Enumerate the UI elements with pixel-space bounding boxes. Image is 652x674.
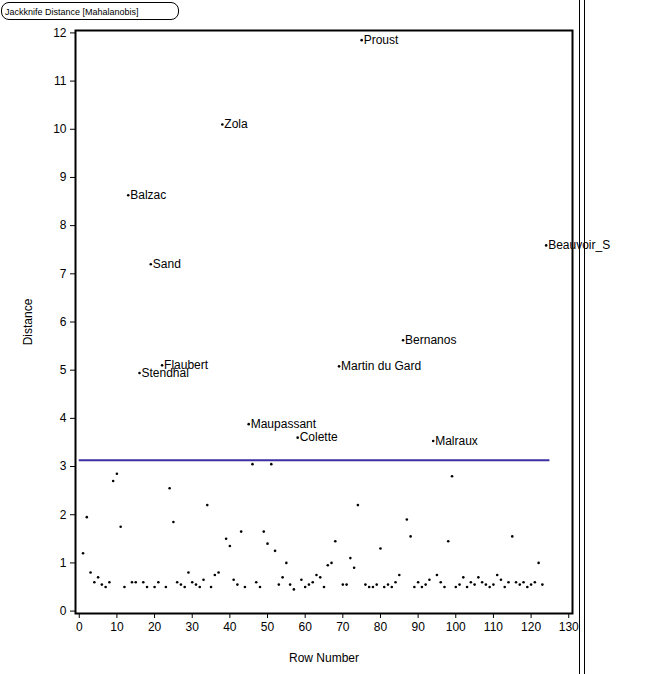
svg-text:30: 30 (186, 620, 200, 634)
svg-text:9: 9 (60, 170, 67, 184)
svg-text:Malraux: Malraux (435, 434, 478, 448)
svg-text:6: 6 (60, 315, 67, 329)
svg-text:11: 11 (54, 74, 67, 88)
svg-text:0: 0 (76, 620, 83, 634)
svg-text:90: 90 (411, 620, 425, 634)
svg-text:4: 4 (60, 411, 67, 425)
svg-text:Sand: Sand (153, 257, 181, 271)
svg-text:7: 7 (60, 267, 67, 281)
svg-text:Row Number: Row Number (289, 651, 359, 665)
html-text:Jackknife Distance [Mahalanobi: Jackknife Distance [Mahalanobis] (5, 7, 139, 17)
svg-text:2: 2 (60, 508, 67, 522)
svg-text:10: 10 (110, 620, 124, 634)
svg-text:8: 8 (60, 218, 67, 232)
svg-text:Bernanos: Bernanos (405, 333, 456, 347)
svg-text:80: 80 (374, 620, 388, 634)
svg-text:3: 3 (60, 459, 67, 473)
svg-text:12: 12 (53, 26, 67, 40)
svg-text:Distance: Distance (21, 298, 35, 345)
svg-text:5: 5 (60, 363, 67, 377)
svg-text:20: 20 (148, 620, 162, 634)
svg-text:40: 40 (223, 620, 237, 634)
svg-text:Proust: Proust (364, 33, 399, 47)
svg-text:Beauvoir_S: Beauvoir_S (548, 238, 610, 252)
svg-text:50: 50 (261, 620, 275, 634)
svg-text:110: 110 (484, 620, 503, 634)
svg-text:Balzac: Balzac (130, 188, 166, 202)
svg-text:120: 120 (521, 620, 541, 634)
svg-text:Colette: Colette (300, 430, 338, 444)
svg-text:130: 130 (559, 620, 579, 634)
svg-text:Flaubert: Flaubert (164, 358, 209, 372)
svg-text:10: 10 (53, 122, 67, 136)
svg-text:0: 0 (60, 604, 67, 618)
svg-text:Martin du Gard: Martin du Gard (341, 359, 421, 373)
svg-text:60: 60 (298, 620, 312, 634)
svg-text:Stendhal: Stendhal (141, 365, 189, 380)
svg-text:1: 1 (60, 556, 67, 570)
svg-text:Maupassant: Maupassant (251, 417, 317, 431)
svg-text:100: 100 (446, 620, 466, 634)
svg-text:Zola: Zola (224, 117, 248, 131)
svg-text:70: 70 (336, 620, 350, 634)
